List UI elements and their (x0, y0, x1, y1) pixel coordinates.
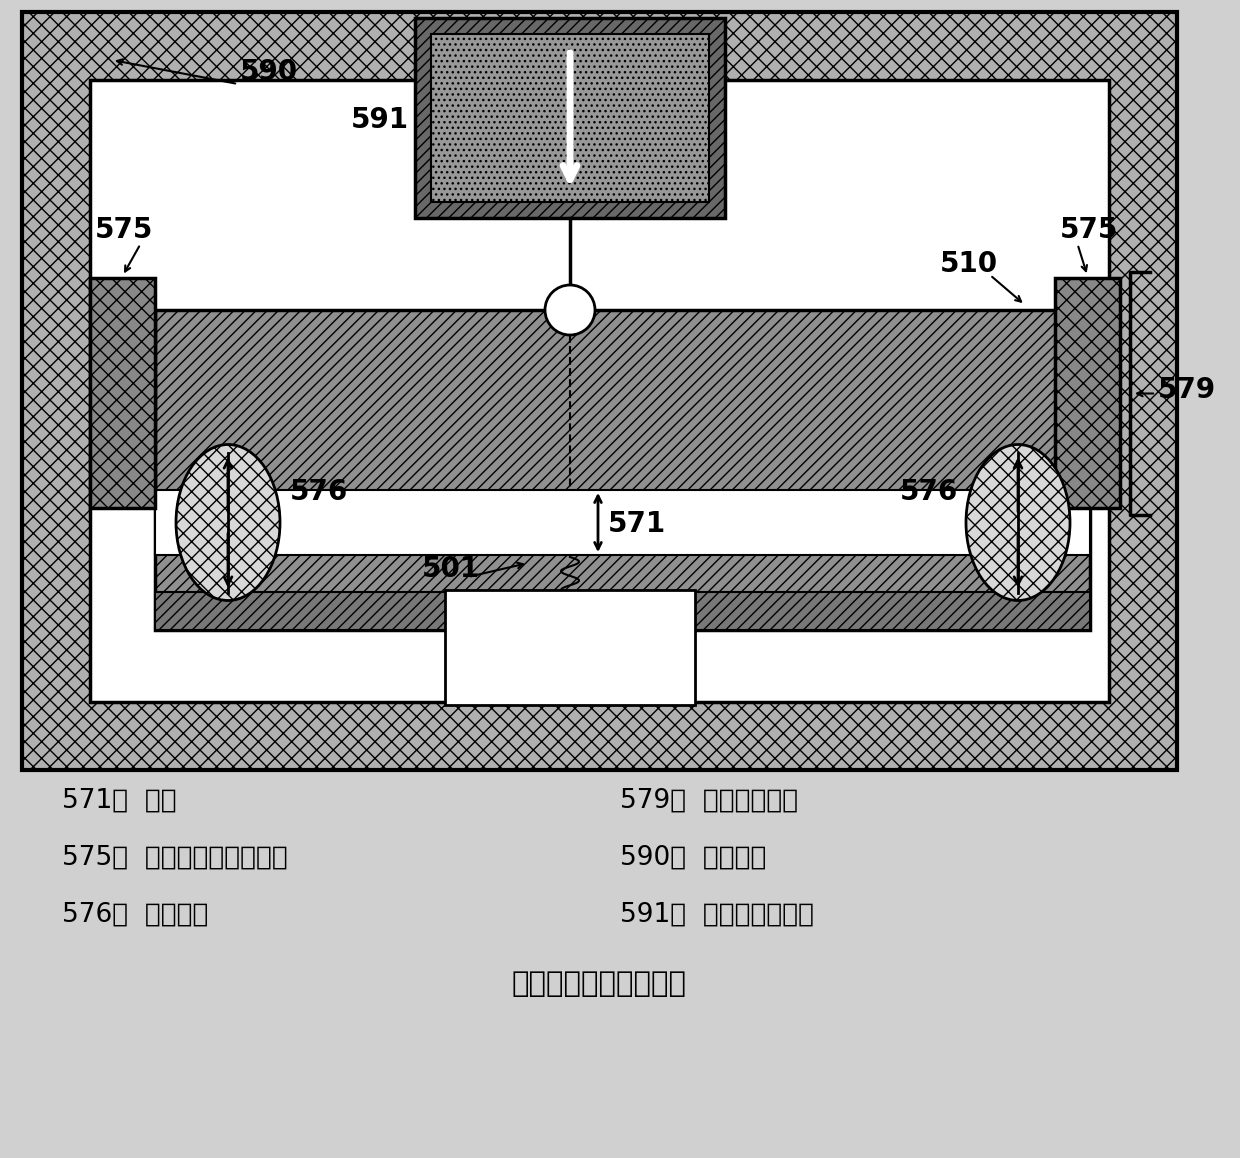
Text: 579: 579 (1158, 375, 1216, 403)
Bar (22, 12, 1177, 770)
Bar (415, 19, 725, 218)
Text: 576: 576 (290, 478, 348, 506)
Bar (1055, 278, 1120, 508)
Bar (91, 278, 155, 508)
Text: 575: 575 (1060, 217, 1118, 244)
Bar (445, 589, 694, 705)
Text: 571：  间距: 571： 间距 (62, 787, 176, 814)
Ellipse shape (176, 445, 280, 601)
Text: 575：  刚性扫描板限制框架: 575： 刚性扫描板限制框架 (62, 845, 288, 871)
Text: 510: 510 (940, 250, 998, 278)
Text: 576: 576 (900, 478, 959, 506)
Text: 571: 571 (608, 511, 666, 538)
Ellipse shape (966, 445, 1070, 601)
Bar (155, 310, 1090, 630)
Bar (91, 80, 1109, 702)
Text: 使用动态腔的振动控制: 使用动态腔的振动控制 (512, 970, 687, 998)
Text: 590: 590 (241, 58, 298, 86)
Text: 591：  精密分析致动器: 591： 精密分析致动器 (620, 902, 813, 928)
Bar (155, 592, 1090, 630)
Bar (432, 34, 709, 201)
Text: 575: 575 (95, 217, 154, 244)
Text: 579：  紧凁型子组件: 579： 紧凁型子组件 (620, 787, 799, 814)
Circle shape (546, 285, 595, 335)
Text: 591: 591 (351, 107, 409, 134)
Text: 576：  压缩元件: 576： 压缩元件 (62, 902, 208, 928)
Bar (155, 490, 1090, 555)
Text: 501: 501 (422, 555, 480, 582)
Text: 590：  刚性外框: 590： 刚性外框 (620, 845, 766, 871)
